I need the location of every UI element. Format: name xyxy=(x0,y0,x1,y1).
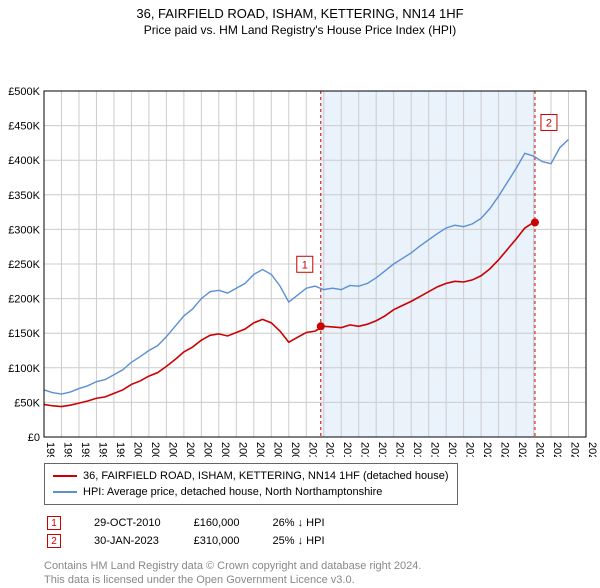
svg-text:2014: 2014 xyxy=(376,442,388,457)
chart-title-line2: Price paid vs. HM Land Registry's House … xyxy=(0,23,600,37)
svg-text:2006: 2006 xyxy=(236,442,248,457)
svg-text:2015: 2015 xyxy=(394,442,406,457)
svg-text:2003: 2003 xyxy=(184,442,196,457)
footnote-line: Contains HM Land Registry data © Crown c… xyxy=(44,559,600,573)
svg-text:£150K: £150K xyxy=(8,328,40,340)
svg-text:2002: 2002 xyxy=(166,442,178,457)
svg-text:2004: 2004 xyxy=(201,442,213,457)
marker-price: £160,000 xyxy=(193,515,270,531)
footnote-line: This data is licensed under the Open Gov… xyxy=(44,573,600,587)
svg-text:2020: 2020 xyxy=(481,442,493,457)
svg-text:1995: 1995 xyxy=(44,442,56,457)
marker-badge: 2 xyxy=(47,534,61,548)
svg-text:2008: 2008 xyxy=(271,442,283,457)
price-chart: £0 £50K £100K £150K £200K £250K £300K £350K £400… xyxy=(0,37,600,457)
svg-text:2010: 2010 xyxy=(306,442,318,457)
legend-swatch xyxy=(53,491,77,493)
svg-text:1999: 1999 xyxy=(114,442,126,457)
legend-item: HPI: Average price, detached house, Nort… xyxy=(53,484,449,500)
svg-text:1998: 1998 xyxy=(96,442,108,457)
svg-text:2026: 2026 xyxy=(586,442,598,457)
svg-text:1: 1 xyxy=(302,259,308,271)
svg-text:2009: 2009 xyxy=(289,442,301,457)
svg-text:£50K: £50K xyxy=(14,397,40,409)
svg-text:2011: 2011 xyxy=(324,442,336,457)
svg-text:2012: 2012 xyxy=(341,442,353,457)
svg-text:2: 2 xyxy=(546,117,552,129)
svg-text:2001: 2001 xyxy=(149,442,161,457)
marker-date: 30-JAN-2023 xyxy=(93,533,191,549)
legend: 36, FAIRFIELD ROAD, ISHAM, KETTERING, NN… xyxy=(44,463,458,505)
svg-text:2013: 2013 xyxy=(359,442,371,457)
svg-text:2024: 2024 xyxy=(551,442,563,457)
svg-text:2021: 2021 xyxy=(499,442,511,457)
svg-text:£100K: £100K xyxy=(8,363,40,375)
svg-text:2023: 2023 xyxy=(534,442,546,457)
svg-text:£250K: £250K xyxy=(8,259,40,271)
svg-text:2005: 2005 xyxy=(219,442,231,457)
svg-text:£300K: £300K xyxy=(8,224,40,236)
legend-label: HPI: Average price, detached house, Nort… xyxy=(83,484,382,500)
marker-date: 29-OCT-2010 xyxy=(93,515,191,531)
svg-text:£400K: £400K xyxy=(8,155,40,167)
marker-delta: 25% ↓ HPI xyxy=(272,533,355,549)
svg-text:2007: 2007 xyxy=(254,442,266,457)
legend-swatch xyxy=(53,475,77,477)
svg-text:£450K: £450K xyxy=(8,121,40,133)
chart-area: £0 £50K £100K £150K £200K £250K £300K £350K £400… xyxy=(0,37,600,457)
svg-text:£350K: £350K xyxy=(8,190,40,202)
svg-text:2016: 2016 xyxy=(411,442,423,457)
marker-delta: 26% ↓ HPI xyxy=(272,515,355,531)
legend-item: 36, FAIRFIELD ROAD, ISHAM, KETTERING, NN… xyxy=(53,468,449,484)
svg-text:£200K: £200K xyxy=(8,294,40,306)
svg-text:2017: 2017 xyxy=(429,442,441,457)
svg-text:2022: 2022 xyxy=(516,442,528,457)
svg-text:£0: £0 xyxy=(28,432,40,444)
marker-price: £310,000 xyxy=(193,533,270,549)
table-row: 2 30-JAN-2023 £310,000 25% ↓ HPI xyxy=(46,533,355,549)
svg-text:2019: 2019 xyxy=(464,442,476,457)
marker-table: 1 29-OCT-2010 £160,000 26% ↓ HPI 2 30-JA… xyxy=(44,513,357,551)
footnote: Contains HM Land Registry data © Crown c… xyxy=(44,559,600,588)
svg-text:£500K: £500K xyxy=(8,86,40,98)
svg-text:1997: 1997 xyxy=(79,442,91,457)
table-row: 1 29-OCT-2010 £160,000 26% ↓ HPI xyxy=(46,515,355,531)
svg-text:2025: 2025 xyxy=(569,442,581,457)
svg-text:1996: 1996 xyxy=(61,442,73,457)
legend-label: 36, FAIRFIELD ROAD, ISHAM, KETTERING, NN… xyxy=(83,468,449,484)
svg-text:2000: 2000 xyxy=(131,442,143,457)
marker-badge: 1 xyxy=(47,516,61,530)
chart-title-line1: 36, FAIRFIELD ROAD, ISHAM, KETTERING, NN… xyxy=(0,6,600,21)
svg-text:2018: 2018 xyxy=(446,442,458,457)
